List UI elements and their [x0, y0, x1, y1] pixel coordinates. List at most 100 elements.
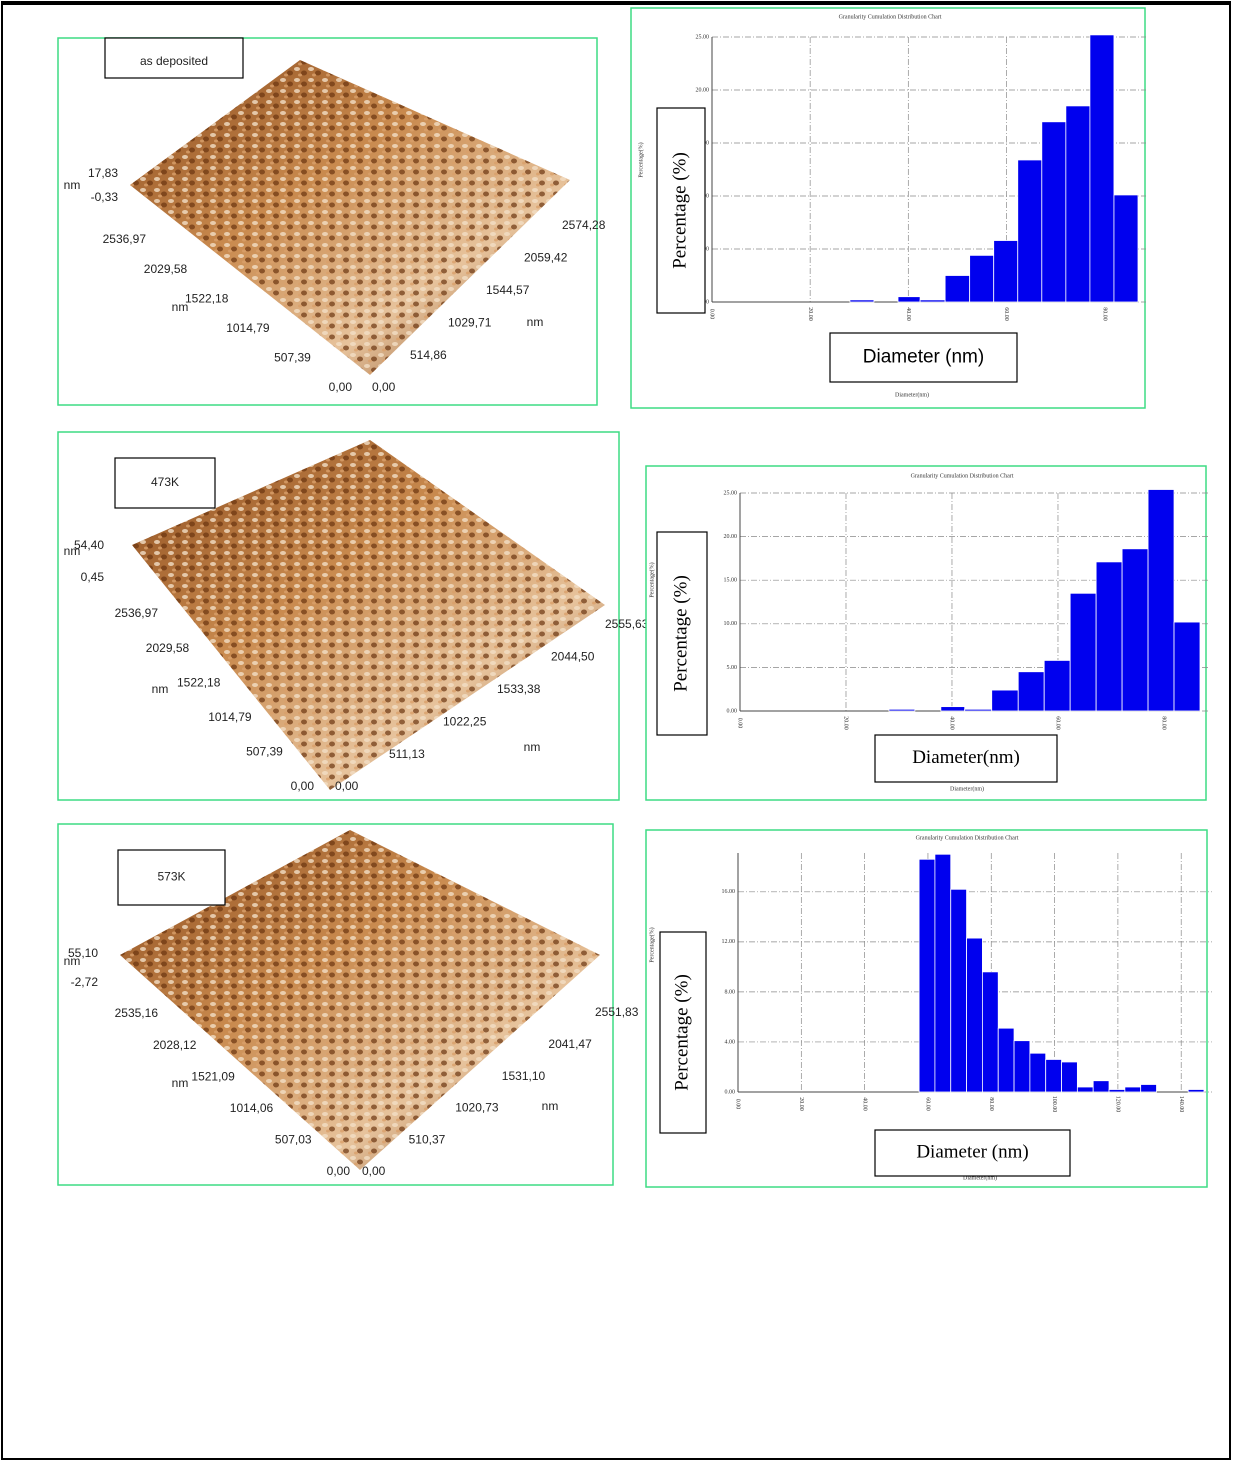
y-tick-label: 0,00 — [327, 1164, 351, 1178]
x-tick-label: 1020,73 — [455, 1101, 499, 1115]
bar — [920, 300, 945, 302]
y-axis-label: Percentage(%) — [648, 562, 655, 597]
x-unit: nm — [524, 740, 541, 754]
y-axis-label: Percentage(%) — [648, 927, 655, 962]
bar — [1066, 106, 1090, 302]
bar — [1062, 1062, 1078, 1092]
x-tick-label: 40.00 — [949, 716, 955, 730]
bar — [998, 1028, 1014, 1092]
y-tick-label: 507,03 — [275, 1133, 312, 1147]
bar — [1046, 1059, 1062, 1092]
bar — [982, 972, 998, 1092]
y-tick-label: 507,39 — [246, 745, 283, 759]
y-tick-label: 2536,97 — [115, 606, 159, 620]
y-unit: nm — [172, 300, 189, 314]
z-tick-label: -2,72 — [71, 975, 99, 989]
bar — [970, 255, 994, 302]
bar — [1042, 122, 1066, 302]
bar — [1018, 672, 1044, 711]
chart-title: Granularity Cumulation Distribution Char… — [911, 473, 1014, 479]
x-tick-label: 1531,10 — [502, 1069, 546, 1083]
x-annotation: Diameter(nm) — [912, 747, 1020, 768]
bar — [1114, 195, 1138, 302]
x-tick-label: 0,00 — [335, 779, 359, 793]
y-tick-label: 1522,18 — [177, 675, 221, 689]
chart-title: Granularity Cumulation Distribution Char… — [839, 14, 942, 20]
x-annotation: Diameter (nm) — [863, 347, 984, 368]
bar — [889, 709, 915, 711]
z-tick-label: 0,45 — [81, 570, 105, 584]
bar — [1096, 562, 1122, 711]
y-annotation: Percentage (%) — [671, 974, 692, 1091]
afm-panel: 55,10-2,72nm2535,162028,121521,091014,06… — [58, 824, 639, 1185]
bar — [1090, 35, 1114, 302]
bar — [1188, 1089, 1204, 1092]
figure: 17,83 -0,33 nm 2536,97 2029,58 1522,18 1014,79… — [0, 0, 1233, 1462]
sample-label: as deposited — [140, 54, 208, 68]
y-tick-label: 0.00 — [727, 708, 738, 714]
x-tick-label: 80.00 — [1161, 716, 1167, 730]
bar — [994, 241, 1018, 302]
bar — [992, 690, 1018, 711]
y-tick-label: 2535,16 — [115, 1006, 159, 1020]
x-tick-label: 0.00 — [737, 718, 743, 729]
y-tick-label: 1522,18 — [185, 291, 229, 305]
x-tick-label: 2044,50 — [551, 650, 595, 664]
sample-label: 473K — [151, 475, 179, 489]
x-axis-label: Diameter(nm) — [950, 785, 984, 792]
x-tick-label: 0.00 — [735, 1099, 741, 1110]
y-tick-label: 2028,12 — [153, 1038, 197, 1052]
y-tick-label: 1014,79 — [226, 321, 270, 335]
y-tick-label: 12.00 — [722, 939, 736, 945]
bar — [1148, 490, 1174, 711]
y-tick-label: 5.00 — [727, 665, 738, 671]
bar — [898, 297, 920, 302]
z-tick-label: -0,33 — [91, 190, 119, 204]
y-tick-label: 15.00 — [724, 578, 738, 584]
bar — [1109, 1089, 1125, 1092]
bar — [967, 938, 983, 1092]
bar — [1122, 549, 1148, 711]
x-tick-label: 140.00 — [1178, 1096, 1184, 1113]
x-tick-label: 2041,47 — [548, 1037, 592, 1051]
bar — [945, 276, 970, 303]
x-tick-label: 0,00 — [372, 380, 396, 394]
bar — [965, 709, 992, 711]
y-tick-label: 1014,79 — [208, 710, 252, 724]
y-annotation: Percentage (%) — [669, 152, 690, 269]
y-tick-label: 1014,06 — [230, 1101, 274, 1115]
y-tick-label: 25.00 — [724, 490, 738, 496]
x-tick-label: 2551,83 — [595, 1005, 639, 1019]
y-unit: nm — [172, 1076, 189, 1090]
x-tick-label: 60.00 — [1003, 307, 1009, 321]
x-unit: nm — [527, 315, 544, 329]
x-tick-label: 80.00 — [1101, 307, 1107, 321]
bar — [1014, 1041, 1030, 1092]
z-tick-label: 17,83 — [88, 166, 118, 180]
bar — [919, 859, 935, 1092]
x-tick-label: 510,37 — [409, 1132, 446, 1146]
bar — [1018, 160, 1042, 302]
histogram-panel: Granularity Cumulation Distribution Char… — [646, 830, 1212, 1187]
x-tick-label: 1544,57 — [486, 283, 530, 297]
bar — [941, 707, 965, 711]
y-tick-label: 2029,58 — [146, 641, 190, 655]
histogram-panel: Granularity Cumulation Distribution Char… — [646, 466, 1208, 800]
chart-title: Granularity Cumulation Distribution Char… — [916, 835, 1019, 841]
afm-panel: 54,400,45nm2536,972029,581522,181014,795… — [58, 432, 649, 800]
afm-panel: 17,83-0,33nm2536,972029,581522,181014,79… — [58, 38, 606, 405]
x-annotation: Diameter (nm) — [916, 1141, 1028, 1162]
bar — [1141, 1084, 1157, 1092]
x-tick-label: 20.00 — [798, 1097, 804, 1111]
y-annotation: Percentage (%) — [670, 575, 691, 692]
y-tick-label: 0,00 — [291, 779, 315, 793]
x-tick-label: 1029,71 — [448, 315, 492, 329]
x-tick-label: 80.00 — [988, 1097, 994, 1111]
sample-label: 573K — [157, 870, 185, 884]
x-tick-label: 1533,38 — [497, 682, 541, 696]
y-tick-label: 20.00 — [724, 534, 738, 540]
x-tick-label: 100.00 — [1051, 1096, 1057, 1113]
x-tick-label: 20.00 — [843, 716, 849, 730]
y-tick-label: 507,39 — [274, 351, 311, 365]
x-tick-label: 2574,28 — [562, 218, 606, 232]
